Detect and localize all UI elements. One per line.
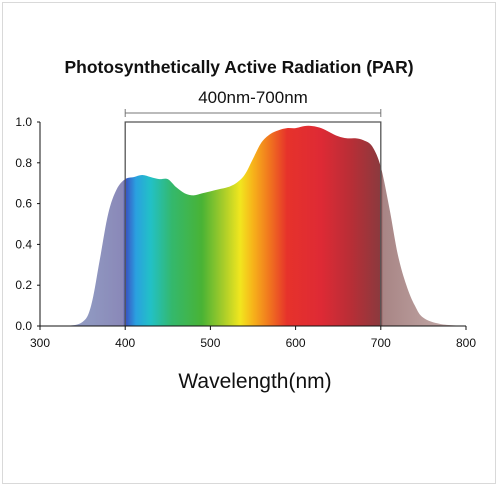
x-tick-label: 800 [456, 336, 476, 350]
y-tick-label: 1.0 [15, 115, 32, 129]
y-tick-label: 0.4 [15, 237, 32, 251]
x-axis-label: Wavelength(nm) [178, 370, 331, 393]
par-band-marker [124, 109, 382, 117]
y-tick-label: 0.6 [15, 197, 32, 211]
chart-title: Photosynthetically Active Radiation (PAR… [64, 57, 413, 77]
x-axis-ticks: 300 400 500 600 700 800 [30, 326, 476, 350]
x-tick-label: 600 [286, 336, 306, 350]
y-tick-label: 0.2 [15, 278, 32, 292]
spectrum-area [40, 125, 466, 327]
y-tick-label: 0.8 [15, 156, 32, 170]
par-band-label: 400nm-700nm [198, 88, 308, 107]
x-tick-label: 700 [371, 336, 391, 350]
x-tick-label: 500 [200, 336, 220, 350]
plot-area: 400nm-700nm [39, 88, 466, 327]
par-band-bracket [124, 121, 382, 326]
y-axis-ticks: 0.0 0.2 0.4 0.6 0.8 1.0 [15, 115, 40, 333]
x-tick-label: 300 [30, 336, 50, 350]
x-tick-label: 400 [115, 336, 135, 350]
y-tick-label: 0.0 [15, 319, 32, 333]
